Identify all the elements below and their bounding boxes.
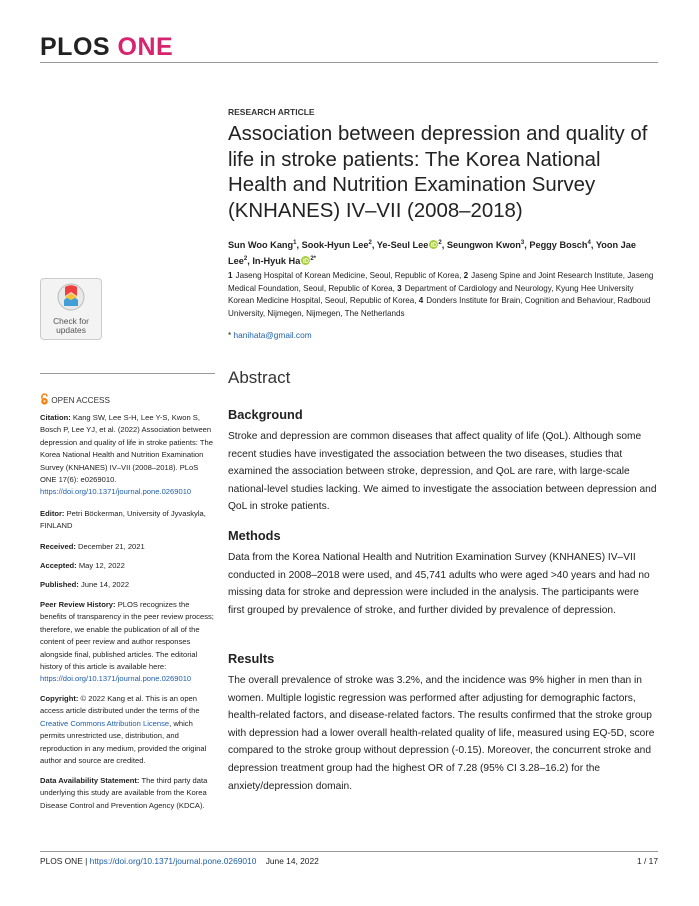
author-affiliation-ref: 2* (310, 256, 316, 263)
section-text: Data from the Korea National Health and … (228, 552, 650, 616)
footer-date: June 14, 2022 (265, 856, 319, 866)
affiliation-number: 2 (463, 271, 469, 280)
published: Published: June 14, 2022 (40, 579, 215, 591)
author-name: Sun Woo Kang (228, 240, 294, 251)
copyright-text: , which permits unrestricted use, distri… (40, 718, 207, 766)
received: Received: December 21, 2021 (40, 541, 215, 553)
affiliation-text: Jaseng Spine and Joint Research Institut… (228, 271, 654, 293)
page-number: 1 / 17 (637, 856, 658, 866)
label: Copyright: (40, 694, 79, 703)
logo-right: ONE (117, 33, 174, 61)
abstract-heading: Abstract (228, 368, 291, 387)
author-affiliation-ref: 2 (368, 240, 372, 246)
author-name: In-Hyuk Ha (252, 256, 301, 267)
published-date: June 14, 2022 (80, 580, 130, 589)
authors: Sun Woo Kang1, Sook-Hyun Lee2, Ye-Seul L… (228, 236, 658, 268)
section-heading: Results (228, 651, 275, 666)
author-separator: , (247, 256, 250, 267)
open-access: OPEN ACCESS (40, 393, 110, 405)
peer-review-text: PLOS recognizes the benefits of transpar… (40, 600, 214, 672)
affiliation-number: 1 (228, 271, 233, 280)
received-date: December 21, 2021 (78, 542, 145, 551)
orcid-icon (301, 256, 311, 266)
sidebar-rule (40, 373, 215, 374)
correspondence: * hanihata@gmail.com (228, 330, 312, 340)
section-heading: Background (228, 407, 303, 422)
affiliation-text: Jaseng Hospital of Korean Medicine, Seou… (235, 271, 462, 280)
citation: Citation: Kang SW, Lee S-H, Lee Y-S, Kwo… (40, 412, 215, 499)
copyright-text: © 2022 Kang et al. This is an open acces… (40, 694, 200, 716)
affiliation-number: 3 (397, 283, 402, 293)
abstract-section: Results The overall prevalence of stroke … (228, 651, 658, 795)
author-name: Seungwon Kwon (446, 240, 521, 251)
footer-doi[interactable]: https://doi.org/10.1371/journal.pone.026… (89, 856, 257, 866)
logo-left: PLOS (40, 33, 111, 61)
copyright: Copyright: © 2022 Kang et al. This is an… (40, 693, 215, 767)
editor-text: Petri Böckerman, University of Jyvaskyla… (40, 509, 206, 531)
editor: Editor: Petri Böckerman, University of J… (40, 508, 215, 533)
footer-journal: PLOS ONE (40, 856, 83, 866)
corr-marker: * (228, 330, 232, 340)
author-separator: , (441, 240, 445, 251)
open-access-icon (41, 393, 48, 405)
affiliations: 1 Jaseng Hospital of Korean Medicine, Seo… (228, 270, 658, 320)
label: Editor: (40, 509, 65, 518)
author-separator: , (371, 240, 375, 251)
footer: PLOS ONE | https://doi.org/10.1371/journ… (40, 856, 319, 866)
abstract-section: Background Stroke and depression are comm… (228, 407, 658, 516)
citation-link[interactable]: https://doi.org/10.1371/journal.pone.026… (40, 487, 192, 497)
footer-rule (40, 851, 658, 852)
author-affiliation-ref: 2 (243, 256, 248, 263)
crossmark-icon (57, 283, 85, 311)
peer-review: Peer Review History: PLOS recognizes the… (40, 599, 215, 686)
abstract-section: Methods Data from the Korea National Heal… (228, 528, 658, 619)
article-type: RESEARCH ARTICLE (228, 107, 315, 117)
author-name: Sook-Hyun Lee (301, 240, 369, 251)
author-name: Peggy Bosch (529, 240, 588, 251)
label: Citation: (40, 413, 71, 422)
label: Data Availability Statement: (40, 776, 140, 785)
license-link[interactable]: Creative Commons Attribution License (40, 718, 170, 728)
author-name: Ye-Seul Lee (376, 240, 429, 251)
orcid-icon (429, 240, 439, 250)
label: Peer Review History: (40, 600, 116, 609)
author-affiliation-ref: 1 (293, 240, 297, 246)
data-availability: Data Availability Statement: The third p… (40, 775, 215, 812)
peer-review-link[interactable]: https://doi.org/10.1371/journal.pone.026… (40, 674, 192, 684)
section-heading: Methods (228, 528, 281, 543)
author-affiliation-ref: 3 (520, 240, 525, 246)
header-rule (40, 62, 658, 63)
article-title: Association between depression and quali… (228, 123, 648, 222)
section-text: The overall prevalence of stroke was 3.2… (228, 675, 655, 792)
check-updates-text: Check for updates (53, 316, 89, 335)
affiliation-number: 4 (418, 296, 424, 306)
affiliation-text: Department of Cardiology and Neurology, … (228, 283, 634, 306)
section-text: Stroke and depression are common disease… (228, 431, 657, 513)
data-availability-text: The third party data underlying this stu… (40, 776, 208, 810)
orcid-mark (305, 258, 309, 264)
orcid-mark (303, 258, 305, 263)
citation-text: Kang SW, Lee S-H, Lee Y-S, Kwon S, Bosch… (40, 413, 213, 485)
orcid-mark (433, 242, 438, 247)
author-affiliation-ref: 2 (438, 240, 442, 246)
open-access-text: OPEN ACCESS (51, 396, 110, 405)
accepted: Accepted: May 12, 2022 (40, 560, 215, 572)
author-name: Yoon Jae Lee (228, 240, 636, 267)
email-link[interactable]: hanihata@gmail.com (233, 330, 312, 340)
orcid-mark (431, 242, 433, 247)
author-separator: , (590, 240, 594, 251)
accepted-date: May 12, 2022 (78, 561, 125, 570)
affiliation-text: Donders Institute for Brain, Cognition a… (228, 296, 651, 318)
check-updates-badge[interactable]: Check for updates (40, 278, 102, 340)
footer-separator: | (85, 856, 88, 866)
author-affiliation-ref: 4 (587, 240, 591, 246)
journal-logo: PLOS ONE (40, 33, 173, 62)
label: Accepted: (40, 561, 77, 570)
label: Received: (40, 542, 76, 551)
author-separator: , (524, 240, 527, 251)
label: Published: (40, 580, 79, 589)
author-separator: , (296, 240, 300, 251)
